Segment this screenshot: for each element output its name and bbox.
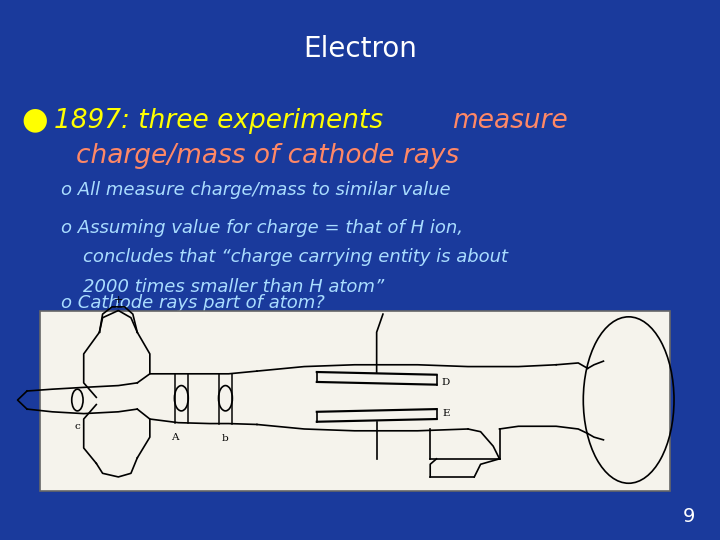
Text: 9: 9 bbox=[683, 508, 695, 526]
Text: E: E bbox=[442, 409, 450, 418]
Text: ●: ● bbox=[22, 105, 48, 134]
Text: A: A bbox=[171, 433, 179, 442]
Text: o Assuming value for charge = that of H ion,: o Assuming value for charge = that of H … bbox=[61, 219, 463, 237]
Text: charge/mass of cathode rays: charge/mass of cathode rays bbox=[76, 143, 459, 169]
Text: 1897: three experiments: 1897: three experiments bbox=[54, 108, 392, 134]
Text: concludes that “charge carrying entity is about: concludes that “charge carrying entity i… bbox=[83, 248, 508, 266]
Text: b: b bbox=[222, 434, 229, 443]
FancyBboxPatch shape bbox=[40, 310, 670, 491]
Text: +: + bbox=[114, 295, 123, 305]
Text: Electron: Electron bbox=[303, 35, 417, 63]
Text: D: D bbox=[442, 379, 450, 387]
Text: measure: measure bbox=[452, 108, 568, 134]
Text: o All measure charge/mass to similar value: o All measure charge/mass to similar val… bbox=[61, 181, 451, 199]
Text: c: c bbox=[75, 422, 80, 431]
Text: o Cathode rays part of atom?: o Cathode rays part of atom? bbox=[61, 294, 325, 312]
Text: 2000 times smaller than H atom”: 2000 times smaller than H atom” bbox=[83, 278, 384, 296]
